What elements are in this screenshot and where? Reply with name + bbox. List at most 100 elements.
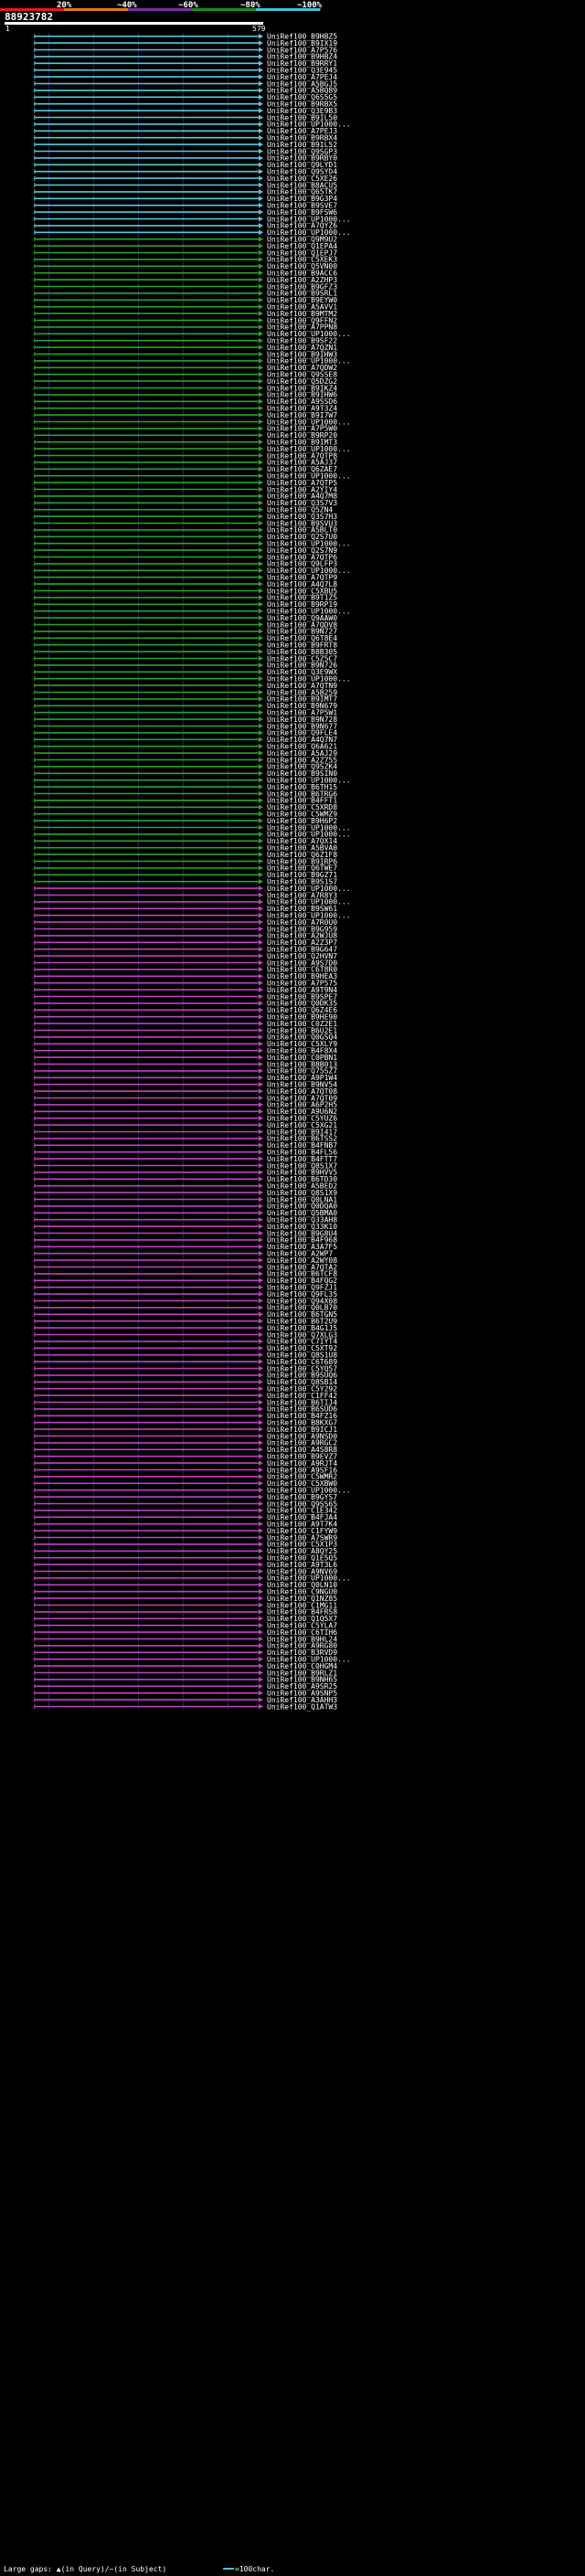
hit-label[interactable]: UniRef100_B4FL56	[267, 1149, 337, 1157]
hit-label[interactable]: UniRef100_B6TSS2	[267, 1135, 337, 1143]
hit-label[interactable]: UniRef100_C0HGM4	[267, 1662, 337, 1670]
hit-label[interactable]: UniRef100_B9G8U4	[267, 1229, 337, 1237]
hit-label[interactable]: UniRef100_B9HEA3	[267, 972, 337, 981]
hit-label[interactable]: UniRef100_B9IX19	[267, 39, 337, 48]
hit-label[interactable]: UniRef100_Q0DQA0	[267, 1203, 337, 1211]
hit-label[interactable]: UniRef100_A5AVV1	[267, 303, 337, 312]
hit-label[interactable]: UniRef100_Q9SZK4	[267, 763, 337, 771]
hit-label[interactable]: UniRef100_Q33K10	[267, 1223, 337, 1231]
hit-label[interactable]: UniRef100_B9N726	[267, 662, 337, 670]
hit-label[interactable]: UniRef100_C5Y292	[267, 1385, 337, 1394]
hit-label[interactable]: UniRef100_C6T689	[267, 1358, 337, 1366]
hit-label[interactable]: UniRef100_B6TGN5	[267, 1310, 337, 1319]
hit-label[interactable]: UniRef100_B9ACC6	[267, 270, 337, 278]
hit-label[interactable]: UniRef100_Q5ZN4	[267, 506, 333, 514]
hit-label[interactable]: UniRef100_A7QTP5	[267, 479, 337, 487]
hit-label[interactable]: UniRef100_A9S7D0	[267, 959, 337, 967]
hit-label[interactable]: UniRef100_A7QDW2	[267, 364, 337, 372]
hit-label[interactable]: UniRef100_B9SVU3	[267, 519, 337, 527]
hit-label[interactable]: UniRef100_B4FJA4	[267, 1513, 337, 1521]
hit-label[interactable]: UniRef100_A7QDV8	[267, 620, 337, 629]
hit-label[interactable]: UniRef100_Q3E945	[267, 67, 337, 75]
hit-label[interactable]: UniRef100_B8B013	[267, 1060, 337, 1068]
hit-label[interactable]: UniRef100_Q1EPJ7	[267, 249, 337, 257]
hit-label[interactable]: UniRef100_B9HL24	[267, 1635, 337, 1643]
hit-label[interactable]: UniRef100_A4Q7M8	[267, 493, 337, 501]
hit-label[interactable]: UniRef100_B9IMT7	[267, 695, 337, 704]
hit-label[interactable]: UniRef100_UP1000...	[267, 912, 351, 920]
hit-label[interactable]: UniRef100_B9T1Z5	[267, 594, 337, 602]
hit-label[interactable]: UniRef100_Q8SB14	[267, 1378, 337, 1386]
hit-label[interactable]: UniRef100_A2Z755	[267, 756, 337, 764]
hit-label[interactable]: UniRef100_B6U2E1	[267, 1026, 337, 1034]
hit-label[interactable]: UniRef100_A2WY08	[267, 1256, 337, 1265]
hit-label[interactable]: UniRef100_Q9FZJ1	[267, 1284, 337, 1292]
hit-label[interactable]: UniRef100_B9G3P4	[267, 195, 337, 203]
hit-label[interactable]: UniRef100_B9S1S7	[267, 878, 337, 886]
hit-label[interactable]: UniRef100_A9RGC2	[267, 1439, 337, 1447]
hit-label[interactable]: UniRef100_Q6TWE7	[267, 864, 337, 873]
hit-label[interactable]: UniRef100_B8KXG7	[267, 1419, 337, 1427]
hit-label[interactable]: UniRef100_A7QTP6	[267, 553, 337, 561]
hit-label[interactable]: UniRef100_UP1000...	[267, 357, 351, 366]
hit-label[interactable]: UniRef100_B8ACU5	[267, 181, 337, 189]
hit-label[interactable]: UniRef100_C5XLY9	[267, 1040, 337, 1048]
hit-label[interactable]: UniRef100_B6SUD6	[267, 1405, 337, 1414]
hit-label[interactable]: UniRef100_A9SSD6	[267, 398, 337, 406]
hit-label[interactable]: UniRef100_B9RRY1	[267, 59, 337, 68]
hit-label[interactable]: UniRef100_A5B259	[267, 688, 337, 696]
hit-label[interactable]: UniRef100_B9IHW6	[267, 391, 337, 399]
hit-label[interactable]: UniRef100_UP1000...	[267, 215, 351, 223]
hit-label[interactable]: UniRef100_C5Z5C7	[267, 654, 337, 663]
hit-label[interactable]: UniRef100_Q0LN10	[267, 1581, 337, 1589]
hit-label[interactable]: UniRef100_Q9SSE8	[267, 371, 337, 379]
hit-label[interactable]: UniRef100_UP1000...	[267, 898, 351, 906]
hit-label[interactable]: UniRef100_A5BVA0	[267, 844, 337, 853]
hit-label[interactable]: UniRef100_C7IYT4	[267, 1338, 337, 1346]
hit-label[interactable]: UniRef100_A7QT09	[267, 1094, 337, 1102]
hit-label[interactable]: UniRef100_A4Q7L8	[267, 580, 337, 588]
hit-label[interactable]: UniRef100_A5BGJ5	[267, 80, 337, 88]
hit-label[interactable]: UniRef100_B9HBZ4	[267, 53, 337, 61]
hit-label[interactable]: UniRef100_A7QTP9	[267, 574, 337, 582]
hit-label[interactable]: UniRef100_B9RBX5	[267, 101, 337, 109]
hit-label[interactable]: UniRef100_B6TH15	[267, 783, 337, 791]
hit-label[interactable]: UniRef100_Q9AAW0	[267, 614, 337, 622]
hit-label[interactable]: UniRef100_B4F8X4	[267, 1047, 337, 1055]
hit-label[interactable]: UniRef100_B6TCF8	[267, 1270, 337, 1278]
hit-label[interactable]: UniRef100_C6T8R0	[267, 966, 337, 974]
hit-label[interactable]: UniRef100_B9NH65	[267, 1676, 337, 1684]
hit-label[interactable]: UniRef100_A7PEJ3	[267, 127, 337, 135]
hit-label[interactable]: UniRef100_C0Z2E1	[267, 1020, 337, 1028]
hit-label[interactable]: UniRef100_A7QX14	[267, 837, 337, 845]
hit-label[interactable]: UniRef100_A2WJU8	[267, 932, 337, 940]
hit-label[interactable]: UniRef100_B9N728	[267, 716, 337, 724]
hit-label[interactable]: UniRef100_C5XBW0	[267, 1479, 337, 1488]
hit-label[interactable]: UniRef100_B4F968	[267, 1236, 337, 1245]
hit-label[interactable]: UniRef100_B4FNB7	[267, 1141, 337, 1150]
hit-label[interactable]: UniRef100_Q9LFP3	[267, 560, 337, 568]
hit-label[interactable]: UniRef100_B4FZ16	[267, 1412, 337, 1420]
hit-label[interactable]: UniRef100_C5XEK3	[267, 256, 337, 264]
hit-label[interactable]: UniRef100_A7P5W0	[267, 425, 337, 433]
hit-label[interactable]: UniRef100_A9RG80	[267, 1642, 337, 1650]
hit-label[interactable]: UniRef100_B9EVZ7	[267, 1453, 337, 1461]
hit-label[interactable]: UniRef100_Q6A621	[267, 743, 337, 751]
hit-label[interactable]: UniRef100_Q0LB70	[267, 1304, 337, 1312]
hit-label[interactable]: UniRef100_B6TRG6	[267, 790, 337, 798]
hit-label[interactable]: UniRef100_A9RJT4	[267, 1459, 337, 1468]
hit-label[interactable]: UniRef100_Q6Z1F8	[267, 851, 337, 859]
hit-label[interactable]: UniRef100_B9IL52	[267, 141, 337, 149]
hit-label[interactable]: UniRef100_A5BLT0	[267, 526, 337, 535]
hit-label[interactable]: UniRef100_UP1000...	[267, 777, 351, 785]
hit-label[interactable]: UniRef100_B9G647	[267, 946, 337, 954]
hit-label[interactable]: UniRef100_A7P575	[267, 980, 337, 988]
hit-label[interactable]: UniRef100_Q9FLE4	[267, 729, 337, 737]
hit-label[interactable]: UniRef100_A9T9N4	[267, 986, 337, 994]
hit-label[interactable]: UniRef100_UP1000...	[267, 1574, 351, 1583]
hit-label[interactable]: UniRef100_A7PPN8	[267, 323, 337, 332]
hit-label[interactable]: UniRef100_B9I7W7	[267, 411, 337, 419]
hit-label[interactable]: UniRef100_C5WMZ9	[267, 811, 337, 819]
hit-label[interactable]: UniRef100_B9IKZ4	[267, 384, 337, 392]
hit-label[interactable]: UniRef100_Q5DZG2	[267, 377, 337, 386]
